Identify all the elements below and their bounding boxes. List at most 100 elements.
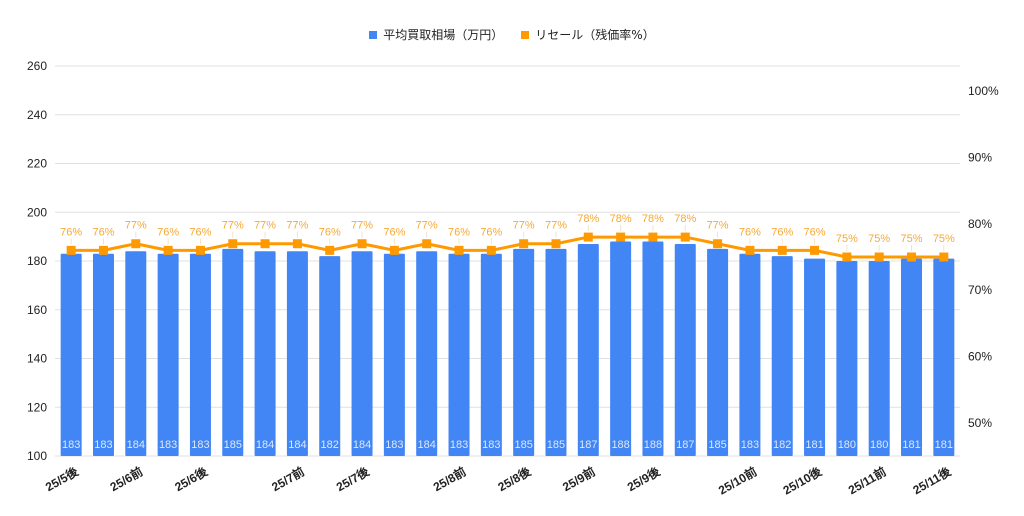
bar-value-label: 185 — [547, 439, 565, 451]
bar[interactable]: 183 — [448, 253, 470, 456]
bar-series: 183 183 184 183 183 185 184 184 182 184 183 184 183 1… — [60, 241, 955, 457]
bar[interactable]: 182 — [319, 256, 341, 456]
line-point[interactable]: 76% — [383, 226, 406, 255]
line-point[interactable]: 76% — [739, 226, 761, 255]
line-point[interactable]: 77% — [125, 220, 147, 249]
x-tick-label: 25/6後 — [172, 463, 211, 494]
bar[interactable]: 180 — [836, 261, 858, 456]
line-point[interactable]: 76% — [92, 226, 115, 255]
legend-item-line[interactable]: リセール（残価率%） — [521, 26, 655, 43]
y2-tick-label: 50% — [968, 416, 992, 430]
line-point[interactable]: 76% — [60, 226, 82, 255]
bar[interactable]: 181 — [804, 258, 826, 456]
line-point[interactable]: 76% — [189, 226, 212, 255]
chart-legend: 平均買取相場（万円） リセール（残価率%） — [0, 26, 1024, 43]
x-tick-label: 25/9前 — [560, 464, 598, 495]
bar-value-label: 183 — [741, 439, 759, 451]
bar-value-label: 185 — [224, 439, 242, 451]
bar[interactable]: 183 — [480, 253, 502, 456]
line-value-label: 77% — [416, 220, 438, 232]
y2-tick-label: 60% — [968, 350, 992, 364]
line-value-label: 76% — [448, 226, 470, 238]
line-point[interactable]: 76% — [480, 226, 503, 255]
line-point[interactable]: 78% — [577, 213, 600, 242]
line-value-label: 77% — [545, 220, 567, 232]
line-point[interactable]: 77% — [513, 220, 535, 249]
line-value-label: 76% — [189, 226, 211, 238]
bar[interactable]: 183 — [92, 253, 114, 456]
bar[interactable]: 182 — [771, 256, 793, 456]
legend-bar-label: 平均買取相場（万円） — [383, 28, 504, 42]
x-tick-label: 25/8後 — [495, 463, 534, 494]
line-point[interactable]: 77% — [416, 220, 438, 249]
bar[interactable]: 185 — [513, 248, 535, 456]
bar[interactable]: 181 — [933, 258, 955, 456]
y-tick-label: 100 — [27, 449, 47, 463]
line-point[interactable]: 77% — [254, 220, 276, 249]
x-tick-label: 25/9後 — [624, 463, 663, 494]
bar[interactable]: 183 — [383, 253, 405, 456]
bar-value-label: 183 — [62, 439, 80, 451]
bar[interactable]: 188 — [642, 241, 664, 457]
legend-line-label: リセール（残価率%） — [535, 28, 655, 42]
line-value-label: 75% — [901, 233, 923, 245]
line-point[interactable]: 75% — [901, 233, 923, 262]
line-point[interactable]: 77% — [545, 220, 567, 249]
line-point[interactable]: 76% — [771, 226, 793, 255]
line-point[interactable]: 78% — [610, 213, 632, 242]
bar[interactable]: 184 — [351, 251, 373, 456]
bar[interactable]: 183 — [739, 253, 761, 456]
bar-value-label: 185 — [708, 439, 726, 451]
line-value-label: 76% — [157, 226, 179, 238]
line-point[interactable]: 75% — [836, 233, 858, 262]
y-tick-label: 160 — [27, 303, 47, 317]
line-value-label: 76% — [739, 226, 761, 238]
line-point[interactable]: 77% — [707, 220, 729, 249]
bar[interactable]: 187 — [674, 243, 696, 456]
line-point[interactable]: 77% — [222, 220, 244, 249]
bar[interactable]: 180 — [868, 261, 890, 456]
bar-value-label: 188 — [644, 439, 662, 451]
x-tick-label: 25/10前 — [716, 464, 760, 498]
y-tick-label: 140 — [27, 352, 47, 366]
bar[interactable]: 185 — [707, 248, 729, 456]
line-point[interactable]: 77% — [286, 220, 309, 249]
bar[interactable]: 184 — [416, 251, 438, 456]
line-value-label: 75% — [836, 233, 858, 245]
bar[interactable]: 185 — [545, 248, 567, 456]
line-point[interactable]: 76% — [319, 226, 341, 255]
bar[interactable]: 187 — [577, 243, 599, 456]
line-point[interactable]: 76% — [804, 226, 826, 255]
bar[interactable]: 185 — [222, 248, 244, 456]
line-point[interactable]: 78% — [642, 213, 664, 242]
legend-item-bar[interactable]: 平均買取相場（万円） — [369, 26, 503, 43]
bar[interactable]: 188 — [610, 241, 632, 457]
line-series-swatch-icon — [521, 30, 530, 39]
line-point[interactable]: 76% — [448, 226, 470, 255]
line-point[interactable]: 75% — [868, 233, 890, 262]
bar-value-label: 188 — [611, 439, 629, 451]
bar[interactable]: 181 — [901, 258, 923, 456]
line-point[interactable]: 78% — [674, 213, 696, 242]
bar-value-label: 187 — [676, 439, 694, 451]
line-value-label: 77% — [513, 220, 535, 232]
bar[interactable]: 183 — [189, 253, 211, 456]
y2-tick-label: 100% — [968, 84, 999, 98]
bar-value-label: 183 — [94, 439, 112, 451]
line-point[interactable]: 76% — [157, 226, 179, 255]
bar[interactable]: 183 — [60, 253, 82, 456]
bar-value-label: 183 — [450, 439, 468, 451]
bar[interactable]: 184 — [286, 251, 308, 456]
bar[interactable]: 184 — [254, 251, 276, 456]
line-value-label: 77% — [222, 220, 244, 232]
bar[interactable]: 183 — [157, 253, 179, 456]
bar-value-label: 184 — [353, 439, 371, 451]
line-point[interactable]: 75% — [933, 233, 955, 262]
line-value-label: 76% — [480, 226, 502, 238]
line-value-label: 78% — [577, 213, 599, 225]
line-value-label: 77% — [254, 220, 276, 232]
line-point[interactable]: 77% — [351, 220, 373, 249]
x-tick-label: 25/11後 — [910, 463, 954, 497]
bar[interactable]: 184 — [125, 251, 147, 456]
